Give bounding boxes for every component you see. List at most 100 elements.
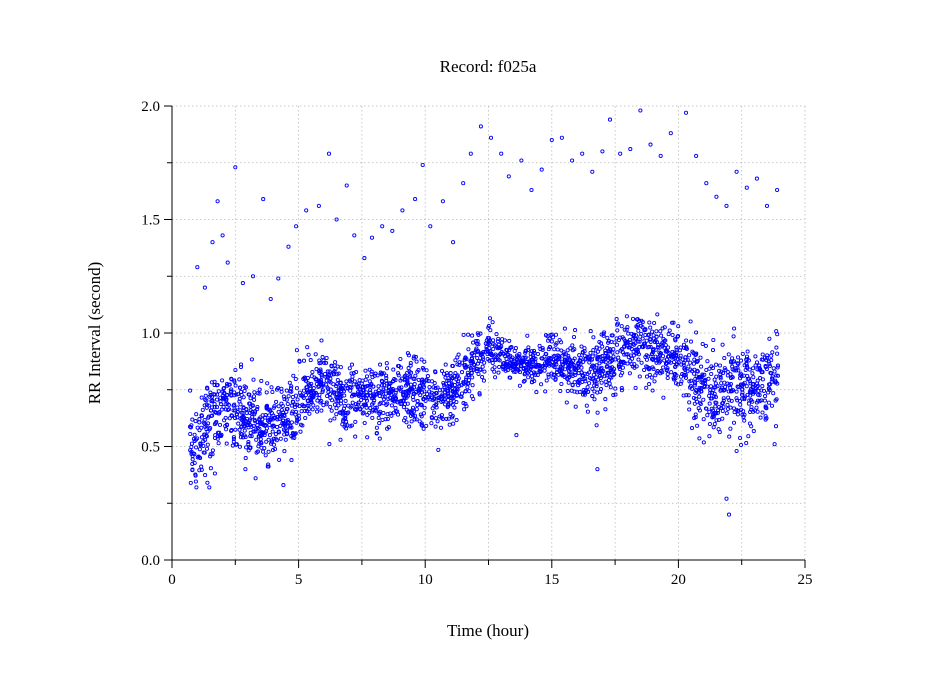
rr-point [468, 365, 473, 370]
rr-point [247, 418, 252, 423]
rr-point [278, 436, 283, 441]
rr-point [607, 381, 612, 386]
rr-point [745, 349, 750, 354]
rr-point [685, 357, 690, 362]
rr-point [208, 390, 213, 395]
rr-point [674, 350, 679, 355]
rr-point [189, 423, 194, 428]
rr-point [478, 353, 483, 358]
rr-point [692, 371, 697, 376]
rr-point [461, 380, 466, 385]
rr-point [598, 369, 603, 374]
rr-point [398, 365, 403, 370]
rr-outlier-point [420, 162, 425, 168]
rr-point [571, 334, 577, 340]
rr-point [687, 379, 692, 384]
chart-title: Record: f025a [440, 57, 537, 76]
rr-point [588, 366, 593, 371]
rr-point [373, 405, 378, 410]
rr-point [588, 329, 593, 334]
y-tick-label: 1.0 [141, 326, 160, 342]
rr-point [252, 417, 257, 422]
rr-point [735, 398, 740, 403]
rr-point [261, 449, 266, 454]
rr-point [508, 345, 513, 350]
rr-point [728, 381, 733, 387]
rr-point [767, 362, 772, 367]
rr-point [624, 314, 629, 319]
rr-point [246, 392, 251, 397]
rr-point [716, 417, 722, 422]
rr-point [730, 360, 735, 365]
rr-point [263, 415, 268, 420]
rr-point [375, 373, 380, 378]
rr-point [450, 396, 455, 401]
rr-point [551, 375, 556, 380]
rr-point [516, 356, 521, 361]
rr-point [692, 380, 697, 385]
rr-point [740, 387, 745, 392]
rr-point [605, 370, 610, 375]
rr-point [694, 330, 699, 335]
rr-point [377, 436, 382, 441]
rr-point [728, 372, 733, 377]
rr-point [253, 429, 258, 434]
rr-point [474, 341, 480, 346]
rr-point [252, 412, 257, 417]
rr-point [671, 320, 676, 325]
rr-point [511, 369, 516, 374]
rr-point [648, 325, 653, 330]
rr-point [710, 408, 716, 413]
rr-point [712, 421, 717, 427]
rr-point [433, 416, 438, 421]
rr-point [602, 374, 607, 379]
rr-point [582, 346, 587, 351]
rr-point [700, 341, 705, 347]
rr-point [244, 445, 249, 450]
rr-point [415, 399, 420, 404]
rr-point [205, 386, 210, 391]
rr-point [293, 376, 298, 382]
rr-point [622, 344, 627, 349]
rr-outlier-point [428, 224, 433, 229]
rr-point [591, 372, 596, 377]
rr-point [476, 348, 481, 354]
rr-point [450, 389, 456, 394]
rr-point [258, 440, 263, 445]
rr-point [522, 378, 527, 383]
rr-point [446, 393, 451, 398]
rr-point [701, 397, 706, 402]
rr-point [359, 381, 364, 386]
rr-point [248, 445, 253, 450]
rr-point [263, 423, 268, 428]
rr-point [774, 345, 779, 350]
rr-point [264, 406, 269, 411]
rr-point [702, 381, 707, 386]
rr-point [246, 448, 251, 453]
rr-point [674, 345, 679, 350]
rr-point [505, 368, 510, 373]
rr-outlier-point [519, 158, 524, 163]
rr-point [188, 425, 193, 430]
rr-point [347, 366, 352, 371]
rr-point [430, 406, 435, 411]
rr-point [263, 453, 268, 458]
rr-point [237, 385, 243, 390]
rr-point [279, 389, 284, 394]
rr-point [217, 422, 223, 427]
rr-point [251, 394, 257, 399]
rr-point [219, 432, 224, 437]
rr-point [580, 350, 585, 355]
rr-point [188, 431, 193, 437]
rr-point [628, 343, 633, 348]
rr-point [462, 407, 467, 412]
rr-point [601, 333, 606, 338]
rr-point [558, 364, 563, 369]
rr-point [457, 360, 462, 365]
rr-point [267, 413, 272, 418]
rr-outlier-point [304, 208, 309, 213]
rr-point [433, 386, 438, 391]
rr-point [491, 338, 496, 343]
rr-point [297, 358, 302, 363]
rr-point [270, 448, 276, 453]
